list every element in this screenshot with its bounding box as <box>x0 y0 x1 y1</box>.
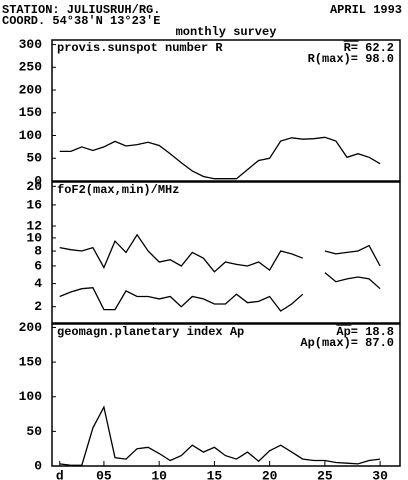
y-tick-label: 100 <box>19 389 43 404</box>
y-tick-label: 0 <box>34 173 42 188</box>
panel-title: geomagn.planetary index Ap <box>57 325 244 339</box>
x-tick-label: 15 <box>207 468 223 480</box>
series-line <box>59 405 381 466</box>
y-tick-label: 150 <box>19 355 43 370</box>
x-tick-label: d <box>56 468 64 480</box>
x-tick-label: 20 <box>262 468 278 480</box>
series-line <box>324 244 381 267</box>
y-tick-label: 100 <box>19 128 43 143</box>
panel-frame <box>51 39 401 182</box>
stat: Ap= 18.8 <box>336 325 394 339</box>
y-tick-label: 6 <box>34 258 42 273</box>
series-line <box>324 272 381 290</box>
date: APRIL 1993 <box>330 3 402 17</box>
coord: COORD. 54°38'N 13°23'E <box>2 14 160 28</box>
y-tick-label: 150 <box>19 105 43 120</box>
panel-title: foF2(max,min)/MHz <box>57 183 179 197</box>
y-tick-label: 8 <box>34 243 42 258</box>
y-tick-label: 0 <box>34 458 42 473</box>
x-tick-label: 30 <box>372 468 388 480</box>
y-tick-label: 10 <box>26 230 42 245</box>
series-line <box>59 233 304 273</box>
y-tick-label: 20 <box>26 179 42 194</box>
y-tick-label: 50 <box>26 151 42 166</box>
stat: Ap(max)= 87.0 <box>300 336 394 350</box>
series-line <box>59 287 304 312</box>
y-tick-label: 200 <box>19 82 43 97</box>
panel-frame <box>51 181 401 324</box>
y-tick-label: 2 <box>34 299 42 314</box>
subtitle: monthly survey <box>176 25 277 39</box>
y-tick-label: 300 <box>19 37 43 52</box>
panel-frame <box>51 323 401 467</box>
station: STATION: JULIUSRUH/RG. <box>2 3 160 17</box>
y-tick-label: 200 <box>19 320 43 335</box>
panel-title: provis.sunspot number R <box>57 41 223 55</box>
y-tick-label: 50 <box>26 424 42 439</box>
y-tick-label: 4 <box>34 276 42 291</box>
x-tick-label: 25 <box>317 468 333 480</box>
y-tick-label: 16 <box>26 197 42 212</box>
x-tick-label: 10 <box>151 468 167 480</box>
y-tick-label: 12 <box>26 218 42 233</box>
stat: R(max)= 98.0 <box>308 52 394 66</box>
y-tick-label: 250 <box>19 60 43 75</box>
x-tick-label: 05 <box>96 468 112 480</box>
stat: R= 62.2 <box>344 41 394 55</box>
series-line <box>59 136 381 180</box>
